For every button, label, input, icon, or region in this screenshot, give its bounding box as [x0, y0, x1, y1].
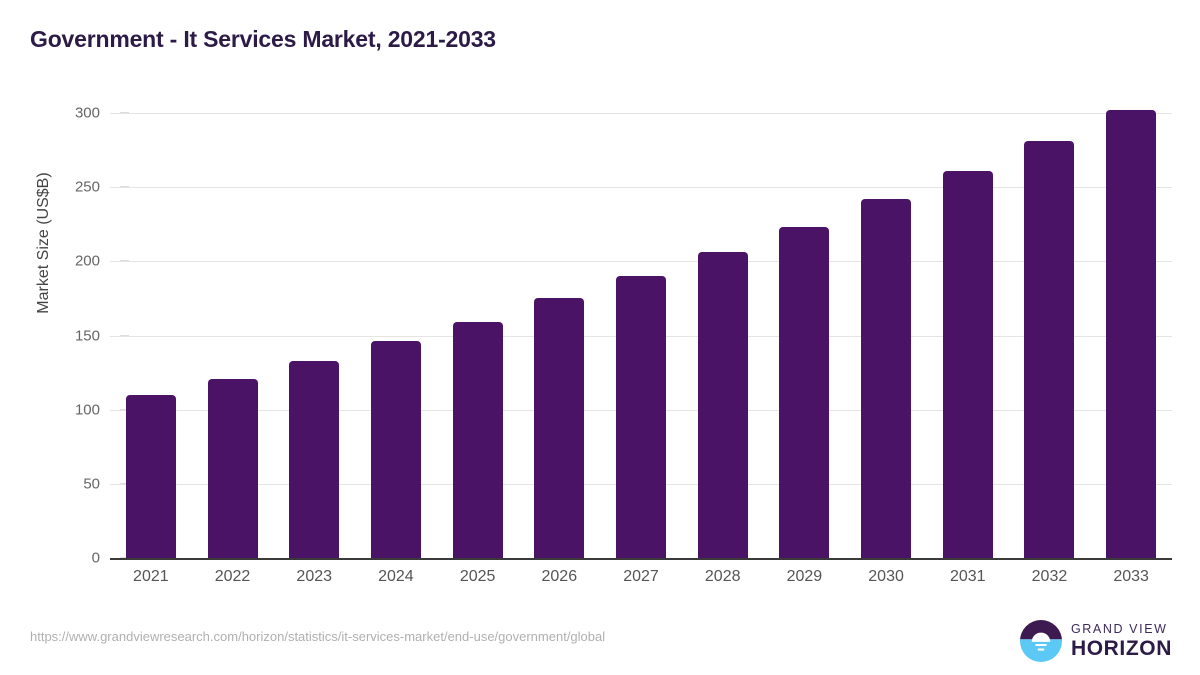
bar[interactable] — [779, 227, 830, 558]
y-tick-label: 300 — [74, 104, 100, 122]
source-url[interactable]: https://www.grandviewresearch.com/horizo… — [30, 629, 606, 644]
bar[interactable] — [1106, 110, 1157, 558]
bar[interactable] — [697, 252, 748, 558]
y-tick-label: 200 — [74, 252, 100, 270]
x-tick-label: 2025 — [459, 568, 496, 585]
gridline — [110, 187, 1172, 189]
x-tick-label: 2030 — [868, 568, 904, 585]
x-tick-label: 2031 — [949, 568, 986, 585]
logo-text-line1: GRAND VIEW — [1070, 621, 1168, 636]
bar[interactable] — [942, 170, 993, 558]
x-tick-label: 2021 — [133, 568, 169, 585]
x-tick-label: 2028 — [704, 568, 741, 585]
y-tick-label: 250 — [74, 178, 100, 196]
y-axis-title: Market Size (US$B) — [35, 172, 52, 314]
x-tick-label: 2029 — [786, 568, 823, 585]
x-tick-label: 2023 — [296, 568, 333, 585]
gridline — [110, 261, 1172, 263]
y-tick-label: 50 — [83, 475, 100, 493]
bar[interactable] — [1024, 141, 1075, 558]
logo-text: GRAND VIEW HORIZON — [1071, 623, 1172, 660]
bar[interactable] — [534, 298, 585, 558]
bar[interactable] — [616, 276, 666, 558]
x-tick-label: 2027 — [623, 568, 659, 585]
x-tick-label: 2022 — [214, 568, 251, 585]
bar[interactable] — [289, 360, 340, 558]
logo[interactable]: GRAND VIEW HORIZON — [1019, 620, 1172, 662]
x-tick-label: 2024 — [378, 568, 414, 585]
plot-area — [110, 110, 1172, 558]
y-tick-label: 0 — [91, 549, 100, 567]
logo-text-line2: HORIZON — [1070, 637, 1172, 661]
bar[interactable] — [125, 394, 176, 558]
x-tick-label: 2026 — [541, 568, 578, 585]
bar[interactable] — [370, 341, 421, 558]
bar[interactable] — [452, 322, 503, 558]
y-tick-label: 150 — [74, 327, 100, 344]
bar[interactable] — [861, 199, 912, 558]
bar[interactable] — [207, 378, 258, 558]
grand-view-horizon-logo-icon — [1019, 620, 1062, 662]
x-tick-label: 2032 — [1031, 568, 1068, 585]
x-tick-label: 2033 — [1113, 568, 1149, 585]
x-axis-line — [110, 558, 1172, 560]
y-tick-label: 100 — [74, 401, 100, 419]
y-axis: Market Size (US$B) 0 50 100 150 200 250 300 — [20, 0, 129, 675]
page-title: Government - It Services Market, 2021-20… — [30, 26, 496, 52]
gridline — [110, 113, 1172, 114]
